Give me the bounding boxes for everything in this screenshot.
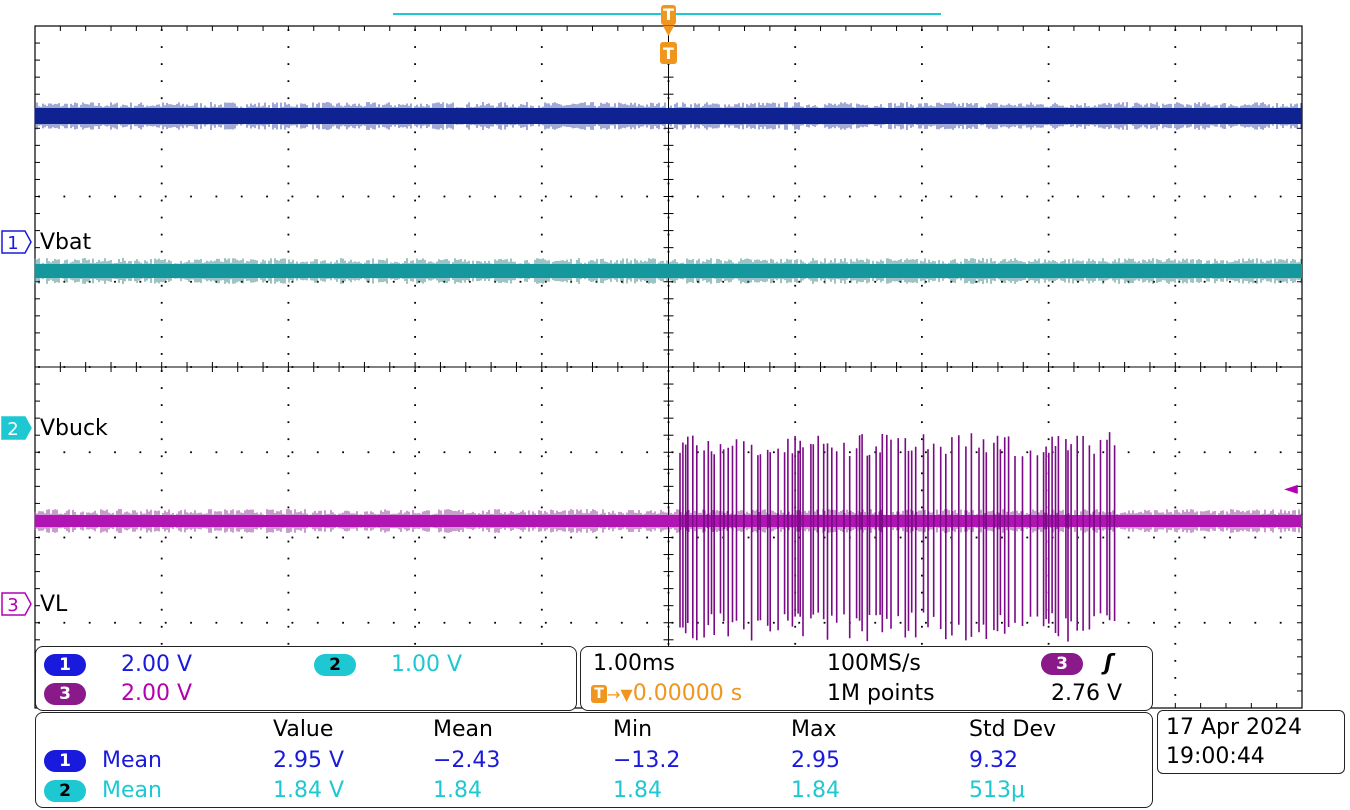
ch2-marker-number: 2 [7, 419, 18, 440]
meas-row-ch2-mean: 1.84 [433, 778, 482, 803]
trigger-position-marker-text: T [663, 5, 674, 24]
timebase-panel: 1.00ms 100MS/s 3 ʃ T →▼0.00000 s 1M point… [580, 646, 1153, 711]
meas-header-mean: Mean [433, 717, 493, 742]
ch3-marker-number: 3 [7, 595, 18, 616]
channel-scale-panel: 1 2.00 V 2 1.00 V 3 2.00 V [35, 646, 577, 711]
ch1-marker-number: 1 [7, 233, 18, 254]
trigger-offset-arrow-icon: →▼ [607, 685, 633, 704]
ch1-scale-readout[interactable]: 1 2.00 V [44, 652, 192, 677]
ch3-scale: 2.00 V [121, 681, 193, 706]
meas-row-ch2-value: 1.84 V [273, 778, 345, 803]
meas-row-ch1-value: 2.95 V [273, 748, 345, 773]
trigger-offset-readout[interactable]: T →▼0.00000 s [591, 681, 742, 706]
meas-row-ch1-std-dev: 9.32 [969, 748, 1018, 773]
trigger-position-marker[interactable]: T [661, 5, 676, 36]
measurement-panel: Value Mean Min Max Std Dev 1 Mean 2.95 V… [35, 712, 1153, 808]
meas-row-ch1-badge: 1 [44, 750, 86, 772]
trigger-level-arrow[interactable]: ◄ [1284, 478, 1298, 499]
date-readout: 17 Apr 2024 [1166, 715, 1303, 740]
ch3-ground-marker[interactable]: 3 [1, 592, 32, 616]
ch1-ground-marker[interactable]: 1 [1, 230, 32, 254]
meas-row-ch2-min: 1.84 [613, 778, 662, 803]
ch2-label: Vbuck [40, 416, 108, 441]
trigger-source[interactable]: 3 ʃ [1041, 651, 1113, 676]
meas-row-ch1-min: −13.2 [613, 748, 681, 773]
ch1-label: Vbat [40, 230, 91, 255]
ch2-scale: 1.00 V [391, 652, 463, 677]
meas-row-ch2-type: Mean [102, 778, 162, 803]
meas-header-value: Value [273, 717, 334, 742]
meas-row-ch1-mean: −2.43 [433, 748, 501, 773]
ch2-scale-readout[interactable]: 2 1.00 V [314, 652, 462, 677]
ch3-badge: 3 [44, 683, 86, 705]
sample-rate: 100MS/s [827, 651, 921, 676]
trigger-level[interactable]: 2.76 V [1051, 681, 1123, 706]
ch3-scale-readout[interactable]: 3 2.00 V [44, 681, 192, 706]
ch2-ground-marker[interactable]: 2 [1, 416, 32, 440]
ch3-label: VL [40, 592, 68, 617]
trigger-point-marker-text: T [663, 44, 674, 63]
ch1-badge: 1 [44, 654, 86, 676]
meas-header-std-dev: Std Dev [969, 717, 1057, 742]
ch1-scale: 2.00 V [121, 652, 193, 677]
meas-row-ch2-max: 1.84 [791, 778, 840, 803]
trigger-offset: 0.00000 s [632, 681, 743, 706]
trigger-slope-icon: ʃ [1104, 651, 1114, 676]
time-readout: 19:00:44 [1166, 744, 1265, 769]
record-length: 1M points [827, 681, 935, 706]
trigger-channel-badge: 3 [1041, 653, 1083, 675]
meas-row-ch1-max: 2.95 [791, 748, 840, 773]
waveforms [34, 102, 1302, 642]
meas-row-ch2-badge: 2 [44, 780, 86, 802]
time-per-div[interactable]: 1.00ms [593, 651, 675, 676]
ch2-badge: 2 [314, 654, 356, 676]
trigger-offset-icon: T [591, 685, 607, 703]
datetime-panel: 17 Apr 2024 19:00:44 [1157, 710, 1345, 774]
meas-row-ch2-std-dev: 513μ [969, 778, 1025, 803]
meas-row-ch1-type: Mean [102, 748, 162, 773]
meas-header-max: Max [791, 717, 837, 742]
trigger-point-marker: T [660, 42, 677, 64]
meas-header-min: Min [613, 717, 653, 742]
